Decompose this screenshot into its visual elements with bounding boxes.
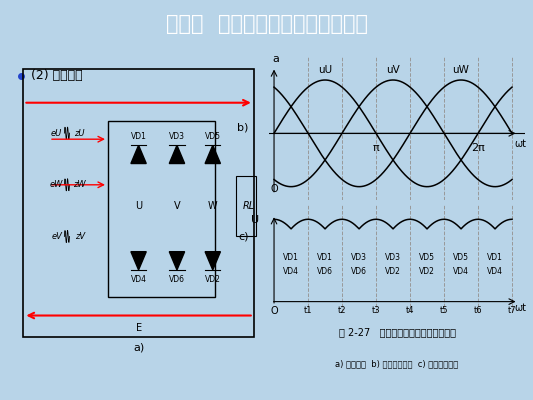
Text: E: E	[135, 323, 142, 333]
Text: VD2: VD2	[419, 267, 435, 276]
Text: VD2: VD2	[385, 267, 401, 276]
Text: 2π: 2π	[471, 143, 485, 153]
Text: VD6: VD6	[351, 267, 367, 276]
Text: VD3: VD3	[385, 253, 401, 262]
Text: b): b)	[237, 123, 249, 133]
Text: t2: t2	[338, 306, 346, 315]
Text: zV: zV	[75, 232, 85, 241]
Text: t7: t7	[508, 306, 516, 315]
Polygon shape	[205, 145, 221, 164]
Text: t1: t1	[304, 306, 312, 315]
Bar	[108, 121, 215, 297]
Text: U: U	[251, 215, 259, 225]
Text: uV: uV	[386, 65, 400, 75]
Text: a: a	[272, 54, 279, 64]
Text: VD4: VD4	[283, 267, 299, 276]
Text: π: π	[373, 143, 379, 153]
Text: O: O	[270, 306, 278, 316]
Polygon shape	[131, 252, 146, 270]
Polygon shape	[131, 145, 146, 164]
Text: (2) 整流过程: (2) 整流过程	[31, 69, 83, 82]
Text: a): a)	[133, 342, 144, 352]
Text: uW: uW	[453, 65, 470, 75]
Text: a) 整流电路  b) 绕组电压波形  c) 整流电压波形: a) 整流电路 b) 绕组电压波形 c) 整流电压波形	[335, 360, 459, 368]
Text: t4: t4	[406, 306, 414, 315]
Text: t5: t5	[440, 306, 448, 315]
Text: 图 2-27   三相桥式整流电路及电压波形: 图 2-27 三相桥式整流电路及电压波形	[338, 327, 456, 337]
Text: eV: eV	[51, 232, 62, 241]
Text: c): c)	[238, 231, 249, 241]
Text: RL: RL	[243, 201, 255, 211]
Text: VD1: VD1	[283, 253, 299, 262]
Text: V: V	[174, 201, 180, 211]
Text: zU: zU	[75, 129, 85, 138]
Text: VD1: VD1	[131, 132, 147, 141]
Text: t3: t3	[372, 306, 381, 315]
Text: VD6: VD6	[169, 274, 185, 284]
Text: VD2: VD2	[205, 274, 221, 284]
Text: ωt: ωt	[514, 303, 526, 313]
Text: O: O	[270, 184, 278, 194]
Text: VD6: VD6	[317, 267, 333, 276]
Polygon shape	[169, 252, 184, 270]
Text: W: W	[208, 201, 217, 211]
Text: eW: eW	[50, 180, 63, 189]
Text: VD5: VD5	[419, 253, 435, 262]
Polygon shape	[205, 252, 221, 270]
Text: t6: t6	[474, 306, 482, 315]
Bar	[23, 69, 254, 337]
Text: VD4: VD4	[453, 267, 469, 276]
Text: ωt: ωt	[514, 139, 526, 149]
Text: 第三节  交流发电机工作原理及特性: 第三节 交流发电机工作原理及特性	[166, 14, 367, 34]
Text: VD1: VD1	[487, 253, 503, 262]
Text: VD5: VD5	[205, 132, 221, 141]
Text: U: U	[135, 201, 142, 211]
Text: eU: eU	[51, 129, 62, 138]
Text: VD1: VD1	[317, 253, 333, 262]
Text: VD3: VD3	[351, 253, 367, 262]
Bar	[236, 176, 256, 236]
Text: VD4: VD4	[487, 267, 503, 276]
Text: zW: zW	[74, 180, 86, 189]
Text: VD5: VD5	[453, 253, 469, 262]
Polygon shape	[169, 145, 184, 164]
Text: VD4: VD4	[131, 274, 147, 284]
Text: uU: uU	[318, 65, 332, 75]
Text: VD3: VD3	[169, 132, 185, 141]
